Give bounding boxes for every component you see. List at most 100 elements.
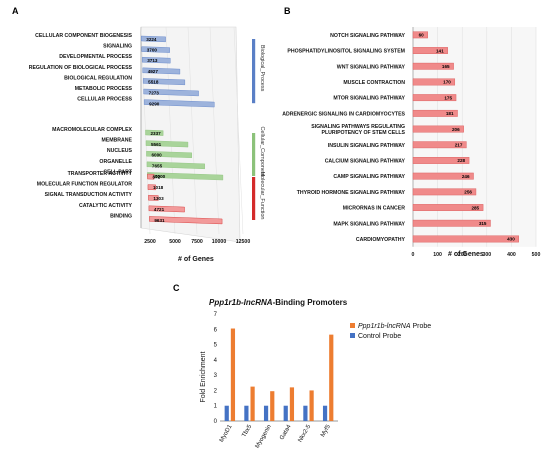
chart-c-x-tick-label: Myogenin — [255, 424, 273, 450]
chart-a-category-label: SIGNALING — [103, 44, 132, 50]
chart-b-value-label: 430 — [507, 237, 515, 242]
chart-a-category-label: TRANSPORTER ACTIVITY — [68, 171, 133, 177]
chart-a-gridline — [187, 26, 198, 235]
chart-a-category-label: DEVELOPMENTAL PROCESS — [59, 54, 132, 60]
chart-a-bar — [146, 161, 205, 170]
chart-b-category-label: THYROID HORMONE SIGNALING PATHWAY — [297, 190, 406, 196]
chart-a-category-label: MEMBRANE — [101, 138, 132, 144]
chart-a-bar — [147, 184, 156, 191]
chart-a-value-label: 3700 — [147, 48, 158, 53]
chart-b-value-label: 246 — [462, 174, 470, 179]
chart-c-x-tick-label: Nkx2-5 — [298, 423, 313, 443]
chart-b-bar — [412, 204, 484, 211]
chart-a-value-label: 4721 — [154, 207, 165, 212]
chart-a-x-tick-label: 2500 — [144, 239, 156, 245]
chart-b-bar — [412, 141, 467, 149]
chart-c-bar-lncrna — [289, 387, 295, 421]
chart-b-category-label: CARDIOMYOPATHY — [356, 237, 406, 243]
chart-b-bar — [412, 157, 470, 164]
chart-c-bar-control — [322, 405, 328, 421]
chart-c-bar-lncrna — [309, 390, 314, 421]
chart-a-category-label: MACROMOLECULAR COMPLEX — [52, 127, 132, 133]
chart-a-category-label: REGULATION OF BIOLOGICAL PROCESS — [29, 65, 133, 71]
chart-c-y-tick-label: 1 — [214, 404, 218, 410]
chart-b-value-label: 175 — [444, 95, 452, 100]
chart-c-legend-lncrna-gene: Ppp1r1b-lncRNA — [358, 323, 411, 330]
chart-a-value-label: 1303 — [153, 196, 164, 201]
chart-a-group-label: Molecular_Function — [259, 172, 265, 220]
chart-a-bar — [142, 78, 186, 86]
chart-b-value-label: 228 — [457, 158, 465, 163]
chart-a-x-tick-label: 12500 — [236, 239, 251, 245]
chart-c-fold-enrichment: 0 1 2 3 4 5 6 7 MyoD1 Tbx5 Myogenin Gata4 Nkx2-5 Myf5… — [214, 312, 432, 450]
chart-a-category-label: MOLECULAR FUNCTION REGULATOR — [37, 182, 132, 188]
chart-a-category-label: CELLULAR PROCESS — [77, 97, 132, 103]
chart-a-bar — [148, 194, 159, 201]
chart-a-category-label: CATALYTIC ACTIVITY — [79, 203, 133, 209]
chart-c-legend-swatch-control — [350, 333, 355, 338]
chart-b-x-tick-label: 200 — [458, 252, 467, 258]
chart-a-value-label: 7273 — [149, 90, 160, 95]
chart-a-x-tick-label: 7500 — [191, 239, 203, 245]
chart-b-category-label: MTOR SIGNALING PATHWAY — [333, 96, 405, 102]
chart-c-title-gene: Ppp1r1b-lncRNA — [209, 298, 273, 307]
chart-c-bar-control — [303, 405, 308, 421]
chart-b-value-label: 315 — [479, 221, 487, 226]
chart-b-bar — [412, 78, 456, 86]
chart-b-x-tick-label: 100 — [433, 252, 442, 258]
chart-a-group-label: Cellular_Component — [259, 126, 265, 177]
chart-b-category-label: INSULIN SIGNALING PATHWAY — [328, 143, 406, 149]
chart-c-legend-lncrna-rest: Probe — [411, 323, 432, 330]
chart-c-x-tick-label: MyoD1 — [219, 423, 234, 443]
chart-a-value-label: 3224 — [146, 37, 157, 42]
chart-a-bar — [145, 129, 164, 136]
chart-a-value-label: 9290 — [149, 101, 160, 106]
chart-a-category-label: ORGANELLE — [99, 159, 132, 165]
chart-a-category-label: BINDING — [110, 213, 132, 219]
chart-b-value-label: 170 — [443, 80, 451, 85]
chart-b-x-tick-label: 400 — [507, 252, 516, 258]
chart-c-bar-control — [224, 405, 229, 421]
chart-b-category-label: MICRORNAS IN CANCER — [343, 206, 406, 212]
chart-a-bar — [142, 56, 171, 64]
chart-b-kegg-pathways: 0 100 200 300 400 500 NOTCH SIGNALING PATHWAY 6… — [282, 27, 540, 258]
chart-b-value-label: 181 — [446, 111, 454, 116]
chart-b-value-label: 217 — [455, 142, 463, 147]
chart-a-group-bracket — [252, 39, 256, 104]
chart-a-value-label: 2337 — [151, 131, 162, 136]
panel-a-label: A — [12, 6, 19, 16]
chart-a-value-label: 3713 — [147, 58, 158, 63]
chart-b-bar — [412, 109, 458, 117]
chart-b-value-label: 141 — [436, 48, 444, 53]
chart-a-value-label: 9631 — [154, 218, 165, 223]
chart-b-category-label: CALCIUM SIGNALING PATHWAY — [325, 158, 406, 164]
chart-a-bar — [141, 46, 170, 53]
chart-b-value-label: 285 — [471, 205, 479, 210]
chart-c-y-tick-label: 4 — [214, 358, 218, 364]
chart-c-legend-label-lncrna: Ppp1r1b-lncRNA Probe — [358, 323, 431, 330]
chart-b-value-label: 165 — [442, 64, 450, 69]
chart-c-y-tick-label: 2 — [214, 388, 218, 394]
chart-a-group-bracket — [252, 133, 256, 176]
chart-a-value-label: 10000 — [152, 174, 165, 179]
chart-c-bar-control — [283, 405, 288, 421]
chart-a-bar — [149, 216, 223, 225]
chart-c-bar-control — [263, 405, 269, 421]
chart-c-x-tick-label: Myf5 — [320, 423, 332, 438]
chart-a-value-label: 1018 — [153, 185, 164, 190]
chart-a-category-label: NUCLEUS — [107, 148, 133, 154]
chart-b-bar — [412, 62, 454, 70]
chart-a-value-label: 4927 — [148, 69, 159, 74]
chart-a-category-label: BIOLOGICAL REGULATION — [64, 75, 132, 81]
chart-b-bar — [412, 94, 457, 102]
chart-a-x-tick-label: 5000 — [169, 239, 181, 245]
chart-b-category-label: MUSCLE CONTRACTION — [343, 80, 405, 86]
chart-c-x-tick-label: Gata4 — [279, 423, 293, 441]
chart-b-category-label: ADRENERGIC SIGNALING IN CARDIOMYOCYTES — [282, 111, 405, 117]
chart-c-legend-label-control: Control Probe — [358, 333, 401, 340]
chart-c-bar-lncrna — [329, 334, 334, 421]
chart-a-bar — [146, 150, 192, 158]
chart-a-value-label: 5561 — [151, 142, 162, 147]
chart-a-bar — [142, 67, 181, 75]
